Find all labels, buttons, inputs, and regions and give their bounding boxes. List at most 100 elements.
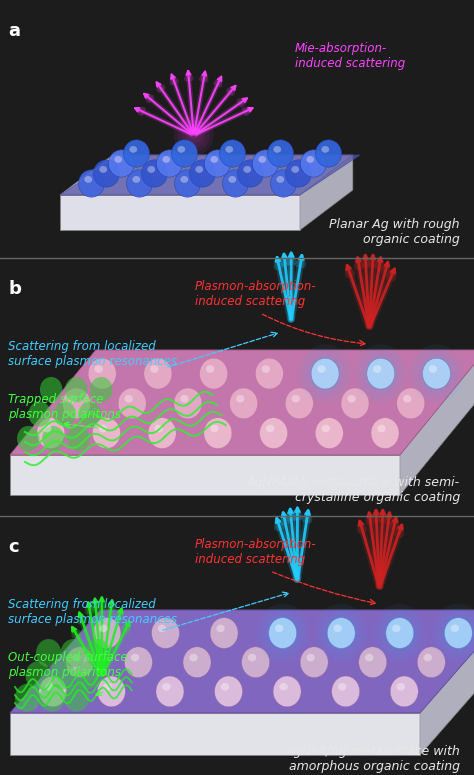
Ellipse shape — [42, 426, 64, 451]
Polygon shape — [400, 350, 474, 495]
Polygon shape — [10, 610, 474, 713]
Ellipse shape — [163, 156, 170, 163]
Ellipse shape — [255, 358, 283, 389]
Ellipse shape — [54, 401, 76, 427]
Text: Scattering from localized
surface plasmon resonances: Scattering from localized surface plasmo… — [8, 340, 177, 368]
Text: AgNPA/Ag metasurface with semi-
crystalline organic coating: AgNPA/Ag metasurface with semi- crystall… — [247, 476, 460, 504]
Ellipse shape — [377, 425, 386, 432]
Polygon shape — [60, 195, 300, 230]
Ellipse shape — [323, 613, 359, 653]
Ellipse shape — [36, 639, 61, 667]
Ellipse shape — [63, 388, 91, 418]
Ellipse shape — [97, 676, 126, 707]
Ellipse shape — [144, 358, 172, 389]
Ellipse shape — [93, 618, 121, 649]
Ellipse shape — [142, 160, 167, 187]
Ellipse shape — [180, 395, 189, 402]
Ellipse shape — [26, 661, 51, 689]
Ellipse shape — [39, 676, 67, 707]
Ellipse shape — [132, 176, 140, 183]
Polygon shape — [60, 155, 360, 195]
Ellipse shape — [99, 625, 108, 632]
Ellipse shape — [147, 166, 155, 173]
Ellipse shape — [172, 140, 198, 167]
Polygon shape — [10, 610, 474, 713]
Ellipse shape — [397, 683, 405, 691]
Text: Trapped surface
plasmon polaritons: Trapped surface plasmon polaritons — [8, 393, 121, 421]
Ellipse shape — [429, 365, 437, 373]
Ellipse shape — [292, 166, 299, 173]
Ellipse shape — [363, 353, 399, 394]
Ellipse shape — [237, 160, 264, 187]
Ellipse shape — [61, 639, 86, 667]
Ellipse shape — [186, 128, 202, 143]
Ellipse shape — [219, 140, 246, 167]
Ellipse shape — [125, 395, 133, 402]
Ellipse shape — [225, 146, 233, 153]
Ellipse shape — [229, 388, 257, 418]
Ellipse shape — [319, 608, 364, 658]
Ellipse shape — [315, 418, 343, 449]
Ellipse shape — [79, 401, 101, 427]
Ellipse shape — [253, 150, 279, 177]
Ellipse shape — [148, 418, 176, 449]
Ellipse shape — [403, 395, 411, 402]
Ellipse shape — [36, 418, 65, 449]
Text: b: b — [8, 280, 21, 298]
Polygon shape — [420, 610, 474, 755]
Ellipse shape — [365, 654, 374, 661]
Ellipse shape — [162, 683, 171, 691]
Ellipse shape — [397, 388, 425, 418]
Ellipse shape — [221, 683, 229, 691]
Ellipse shape — [248, 654, 256, 661]
Ellipse shape — [432, 604, 474, 663]
Ellipse shape — [150, 365, 159, 373]
Polygon shape — [300, 155, 353, 230]
Ellipse shape — [358, 349, 403, 398]
Ellipse shape — [216, 625, 225, 632]
Ellipse shape — [155, 425, 163, 432]
Ellipse shape — [332, 676, 360, 707]
Ellipse shape — [127, 170, 153, 197]
Ellipse shape — [190, 160, 216, 187]
Ellipse shape — [303, 349, 347, 398]
Ellipse shape — [65, 377, 87, 402]
Ellipse shape — [180, 176, 188, 183]
Ellipse shape — [273, 146, 281, 153]
Text: Scattering from localized
surface plasmon resonances: Scattering from localized surface plasmo… — [8, 598, 177, 626]
Ellipse shape — [94, 365, 103, 373]
Text: c: c — [8, 538, 18, 556]
Ellipse shape — [377, 608, 422, 658]
Ellipse shape — [195, 166, 203, 173]
Ellipse shape — [99, 425, 107, 432]
Ellipse shape — [72, 654, 81, 661]
Ellipse shape — [43, 425, 51, 432]
Ellipse shape — [440, 613, 474, 653]
Ellipse shape — [392, 625, 401, 632]
Ellipse shape — [275, 625, 283, 632]
Ellipse shape — [262, 365, 270, 373]
Ellipse shape — [242, 647, 270, 677]
Ellipse shape — [206, 365, 214, 373]
Ellipse shape — [422, 358, 450, 389]
Ellipse shape — [90, 377, 112, 402]
Ellipse shape — [85, 639, 110, 667]
Ellipse shape — [410, 344, 463, 403]
Ellipse shape — [273, 676, 301, 707]
Ellipse shape — [266, 425, 274, 432]
Ellipse shape — [292, 395, 300, 402]
Ellipse shape — [347, 395, 356, 402]
Ellipse shape — [79, 170, 104, 197]
Ellipse shape — [444, 618, 473, 649]
Ellipse shape — [92, 418, 120, 449]
Ellipse shape — [285, 160, 311, 187]
Ellipse shape — [104, 683, 112, 691]
Ellipse shape — [183, 647, 211, 677]
Ellipse shape — [189, 654, 198, 661]
Ellipse shape — [316, 140, 341, 167]
Ellipse shape — [260, 608, 305, 658]
Ellipse shape — [318, 365, 326, 373]
Polygon shape — [10, 455, 400, 495]
Polygon shape — [10, 713, 420, 755]
Ellipse shape — [158, 625, 166, 632]
